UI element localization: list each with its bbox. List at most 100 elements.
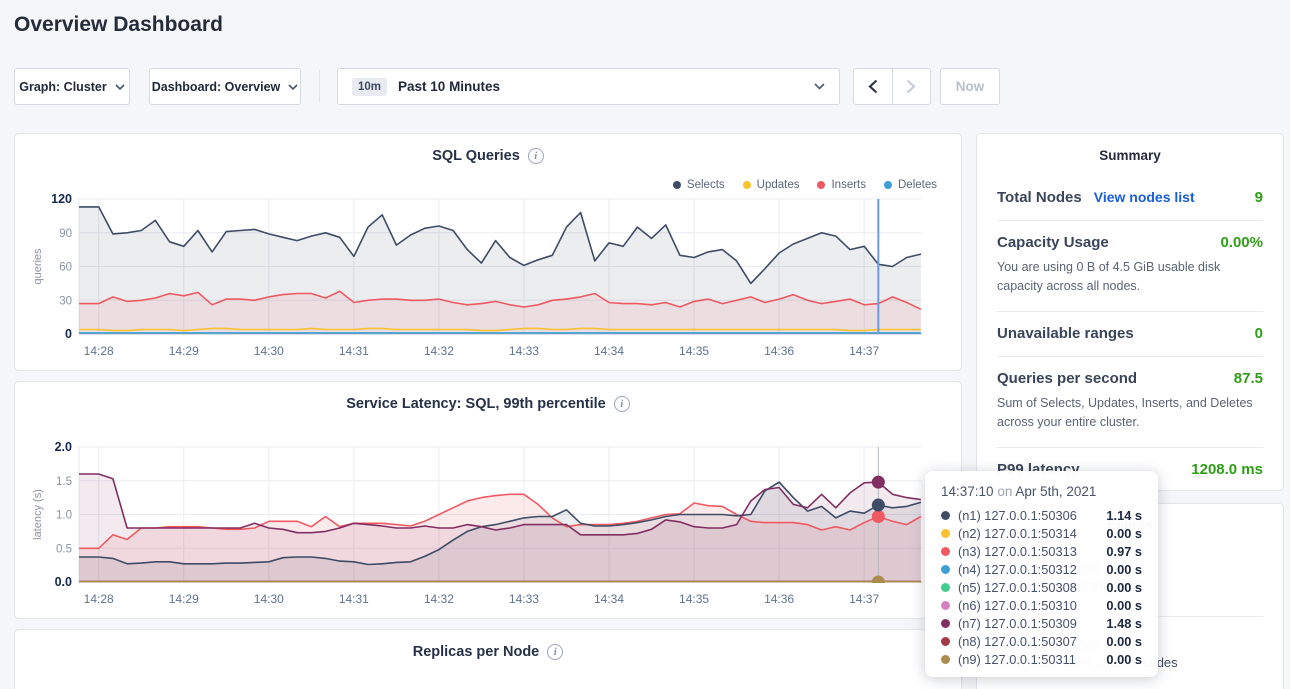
legend-item-selects[interactable]: Selects: [672, 179, 725, 191]
tooltip-node-label: (n2) 127.0.0.1:50314: [958, 525, 1077, 541]
tooltip-node-value: 0.00 s: [1106, 633, 1142, 649]
summary-label: Queries per second: [997, 369, 1138, 387]
x-axis-tick: 14:32: [424, 592, 454, 606]
x-axis-tick: 14:31: [339, 344, 369, 358]
legend-item-inserts[interactable]: Inserts: [817, 179, 866, 191]
tooltip-node-value: 0.00 s: [1106, 651, 1142, 667]
view-nodes-list-link[interactable]: View nodes list: [1093, 189, 1195, 205]
time-range-badge: 10m: [352, 77, 388, 96]
legend-label: Inserts: [831, 179, 866, 191]
summary-value: 9: [1254, 189, 1263, 206]
x-axis-tick: 14:37: [849, 344, 879, 358]
chart-legend: Selects Updates Inserts Deletes: [672, 179, 937, 191]
summary-row-capacity-usage: Capacity Usage 0.00% You are using 0 B of …: [997, 221, 1263, 312]
x-axis-tick: 14:33: [509, 592, 539, 606]
tooltip-node-label: (n3) 127.0.0.1:50313: [958, 543, 1077, 559]
series-color-dot: [941, 510, 950, 520]
chevron-down-icon: [288, 83, 298, 90]
series-color-dot: [941, 618, 950, 628]
tooltip-node-value: 0.00 s: [1106, 597, 1142, 613]
summary-row-unavailable-ranges: Unavailable ranges 0: [997, 312, 1263, 357]
summary-value: 1208.0 ms: [1191, 460, 1263, 478]
chart-hover-tooltip: 14:37:10 on Apr 5th, 2021 (n1) 127.0.0.1…: [925, 471, 1158, 677]
info-icon[interactable]: i: [547, 644, 564, 660]
service-latency-title-row: Service Latency: SQL, 99th percentile i: [15, 396, 961, 412]
chevron-left-icon: [868, 79, 877, 94]
x-axis-tick: 14:30: [254, 344, 284, 358]
toolbar-divider: [319, 70, 320, 103]
time-back-button[interactable]: [854, 69, 892, 104]
chart-title: Replicas per Node: [412, 644, 540, 660]
legend-item-updates[interactable]: Updates: [742, 179, 799, 191]
x-axis-tick: 14:35: [679, 344, 709, 358]
time-nav-arrows: [853, 68, 931, 105]
tooltip-node-value: 0.97 s: [1106, 543, 1142, 559]
legend-label: Deletes: [898, 179, 937, 191]
x-axis-tick: 14:34: [594, 592, 624, 606]
x-axis-tick: 14:29: [169, 592, 199, 606]
tooltip-node-value: 0.00 s: [1106, 579, 1142, 595]
info-icon[interactable]: i: [527, 148, 544, 164]
summary-row-total-nodes: Total Nodes View nodes list 9: [997, 176, 1263, 221]
legend-dot: [817, 181, 826, 189]
tooltip-node-value: 1.48 s: [1106, 615, 1142, 631]
summary-label: Capacity Usage: [997, 234, 1109, 251]
tooltip-date: Apr 5th, 2021: [1015, 484, 1097, 499]
y-axis-tick: 60: [59, 262, 72, 274]
y-axis-tick: 1.0: [56, 510, 72, 522]
service-latency-chart[interactable]: 14:28 14:29 14:30 14:31 14:32 14:33 14:34 14:35…: [15, 437, 961, 609]
series-color-dot: [941, 600, 950, 610]
dashboard-dropdown[interactable]: Dashboard: Overview: [149, 68, 301, 105]
x-axis-tick: 14:35: [679, 592, 709, 606]
chevron-right-icon: [907, 79, 916, 94]
tooltip-node-label: (n1) 127.0.0.1:50306: [958, 507, 1077, 523]
sql-queries-chart[interactable]: 14:28 14:29 14:30 14:31 14:32 14:33 14:34 14:35…: [15, 189, 961, 361]
tooltip-node-label: (n9) 127.0.0.1:50311: [958, 651, 1076, 667]
service-latency-panel: Service Latency: SQL, 99th percentile i …: [14, 381, 962, 619]
summary-value: 0.00%: [1220, 234, 1263, 251]
info-icon[interactable]: i: [613, 396, 630, 412]
tooltip-node-label: (n4) 127.0.0.1:50312: [958, 561, 1077, 577]
series-line-selects: [79, 206, 922, 285]
tooltip-header: 14:37:10 on Apr 5th, 2021: [941, 484, 1142, 499]
y-axis-tick: 1.5: [56, 476, 72, 488]
chart-title: SQL Queries: [432, 148, 520, 164]
summary-label: Total Nodes: [997, 189, 1082, 206]
tooltip-node-row: (n9) 127.0.0.1:50311 0.00 s: [941, 650, 1142, 668]
tooltip-node-row: (n1) 127.0.0.1:50306 1.14 s: [941, 506, 1142, 524]
legend-dot: [672, 181, 681, 189]
crosshair-dot: [871, 498, 885, 512]
x-axis-tick: 14:36: [764, 592, 794, 606]
dashboard-dropdown-label: Dashboard: Overview: [151, 79, 281, 94]
x-axis-tick: 14:34: [594, 344, 624, 358]
summary-description: Sum of Selects, Updates, Inserts, and De…: [997, 395, 1253, 430]
crosshair-dot: [871, 510, 885, 524]
tooltip-node-row: (n3) 127.0.0.1:50313 0.97 s: [941, 542, 1142, 560]
x-axis-tick: 14:33: [509, 344, 539, 358]
legend-item-deletes[interactable]: Deletes: [884, 179, 937, 191]
chart-title: Service Latency: SQL, 99th percentile: [346, 396, 606, 412]
time-range-dropdown[interactable]: 10m Past 10 Minutes: [337, 68, 840, 105]
summary-value: 0: [1254, 324, 1263, 342]
legend-dot: [884, 181, 892, 189]
summary-label: Unavailable ranges: [997, 324, 1134, 342]
y-axis-label: latency (s): [32, 489, 44, 540]
legend-dot: [742, 181, 751, 189]
sql-queries-panel: SQL Queries i Selects Updates Inserts Delet…: [14, 133, 962, 371]
y-axis-tick: 0.0: [55, 575, 72, 589]
series-line-inserts: [79, 290, 922, 311]
y-axis-tick: 0.5: [56, 543, 72, 555]
now-button[interactable]: Now: [940, 68, 1000, 105]
chevron-down-icon: [814, 83, 825, 90]
graph-dropdown[interactable]: Graph: Cluster: [14, 68, 130, 105]
tooltip-on: on: [997, 484, 1013, 499]
series-color-dot: [941, 564, 950, 574]
summary-row-queries-per-second: Queries per second 87.5 Sum of Selects, Up…: [997, 357, 1263, 448]
x-axis-tick: 14:29: [169, 344, 199, 358]
chevron-down-icon: [115, 83, 125, 90]
x-axis-tick: 14:36: [764, 344, 794, 358]
x-axis-tick: 14:37: [849, 592, 879, 606]
series-color-dot: [941, 582, 950, 592]
series-line--n7-127-0-0-1-50309: [79, 473, 922, 536]
time-forward-button[interactable]: [891, 69, 931, 104]
